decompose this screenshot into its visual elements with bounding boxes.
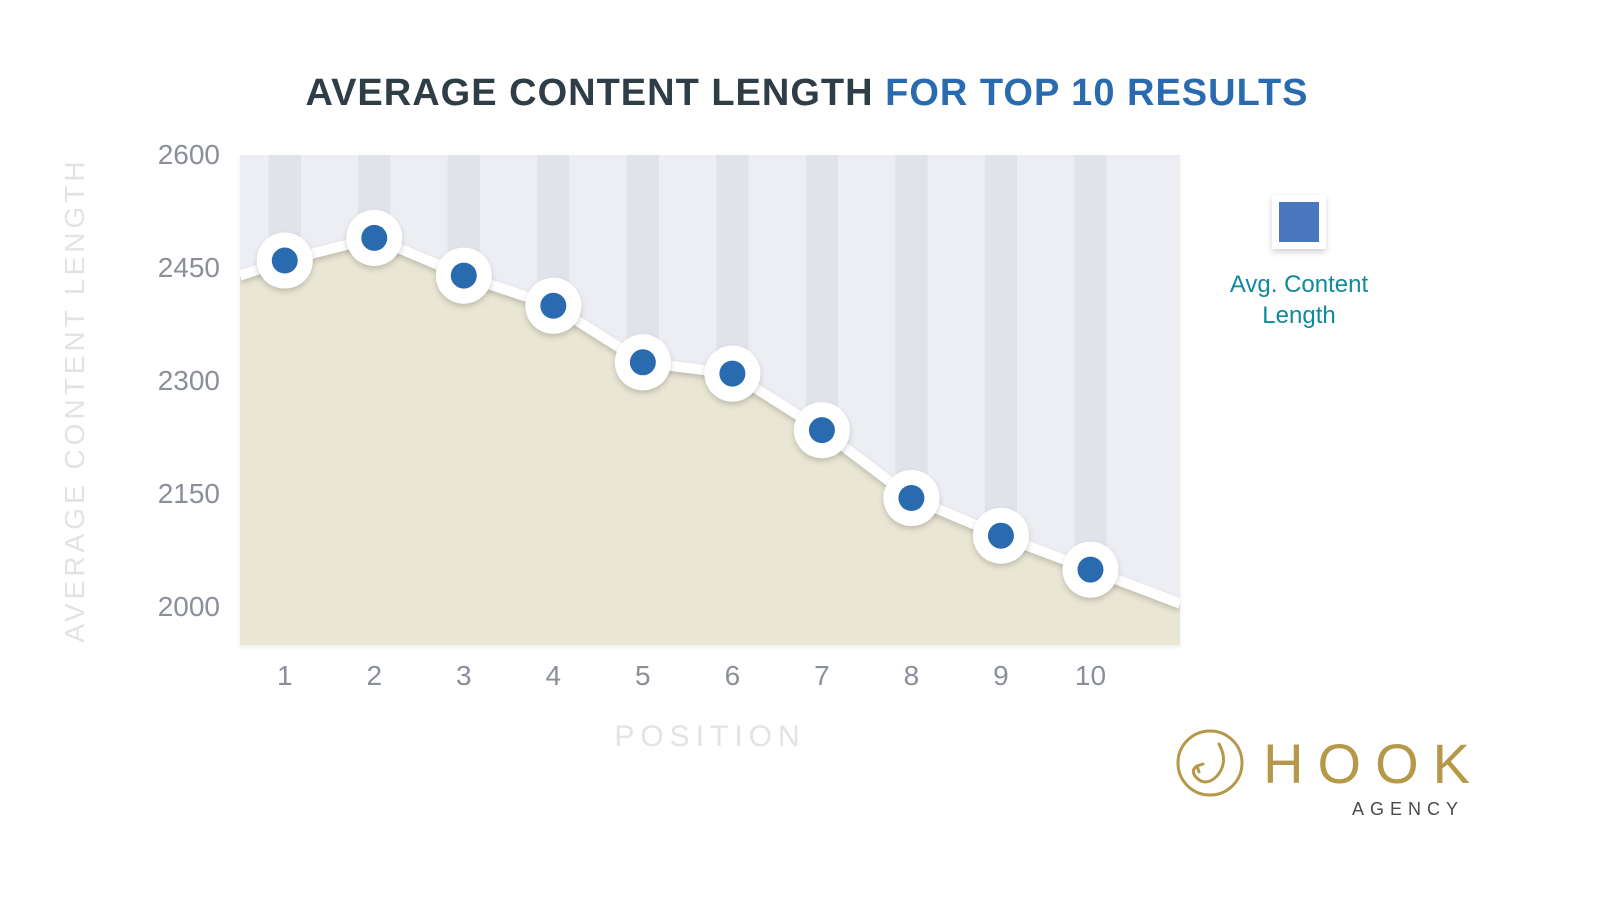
legend-label: Avg. Content Length — [1194, 269, 1404, 331]
y-tick: 2600 — [140, 139, 220, 171]
brand-sub: AGENCY — [1352, 799, 1464, 820]
x-tick: 7 — [814, 660, 830, 692]
x-tick: 4 — [546, 660, 562, 692]
title-part-2: FOR TOP 10 RESULTS — [885, 72, 1308, 114]
x-tick: 3 — [456, 660, 472, 692]
hook-icon — [1175, 728, 1245, 798]
title-part-1: AVERAGE CONTENT LENGTH — [305, 72, 885, 114]
y-tick: 2150 — [140, 478, 220, 510]
legend-swatch — [1272, 195, 1326, 249]
x-tick: 2 — [366, 660, 382, 692]
y-tick: 2300 — [140, 365, 220, 397]
chart-title: AVERAGE CONTENT LENGTH FOR TOP 10 RESULT… — [0, 72, 1614, 115]
x-tick: 6 — [725, 660, 741, 692]
y-axis-title: AVERAGE CONTENT LENGTH — [59, 157, 91, 642]
x-tick: 10 — [1075, 660, 1106, 692]
x-tick: 8 — [904, 660, 920, 692]
legend: Avg. Content Length — [1194, 195, 1404, 331]
x-tick: 9 — [993, 660, 1009, 692]
x-tick: 1 — [277, 660, 293, 692]
y-tick: 2450 — [140, 252, 220, 284]
brand-logo: HOOK — [1175, 728, 1484, 798]
x-axis-title: POSITION — [614, 720, 805, 754]
y-tick: 2000 — [140, 591, 220, 623]
brand-name: HOOK — [1263, 731, 1484, 796]
x-tick: 5 — [635, 660, 651, 692]
x-ticks: 12345678910 — [240, 155, 1180, 645]
legend-swatch-color — [1279, 202, 1319, 242]
